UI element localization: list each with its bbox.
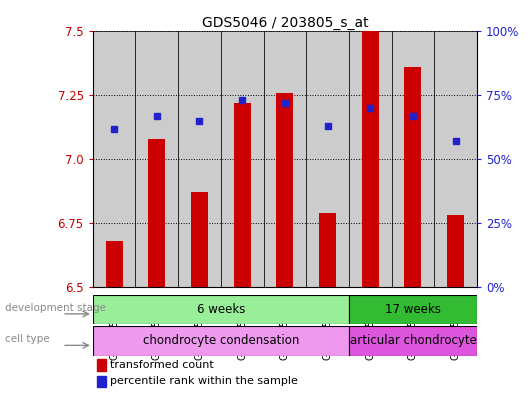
Bar	[93, 326, 349, 356]
Bar	[404, 67, 421, 287]
Bar	[361, 31, 379, 287]
Text: development stage: development stage	[5, 303, 107, 313]
Bar	[234, 103, 251, 287]
Bar	[96, 359, 106, 371]
Bar	[392, 31, 434, 287]
Text: cell type: cell type	[5, 334, 50, 344]
Bar	[178, 31, 221, 287]
Text: transformed count: transformed count	[110, 360, 214, 370]
Bar	[96, 376, 106, 387]
Bar	[93, 295, 349, 324]
Bar	[349, 295, 477, 324]
Title: GDS5046 / 203805_s_at: GDS5046 / 203805_s_at	[201, 17, 368, 30]
Bar	[276, 93, 294, 287]
Bar	[221, 31, 263, 287]
Bar	[263, 31, 306, 287]
Bar	[319, 213, 336, 287]
Bar	[349, 31, 392, 287]
Bar	[93, 31, 136, 287]
Bar	[136, 31, 178, 287]
Text: chondrocyte condensation: chondrocyte condensation	[143, 334, 299, 347]
Bar	[447, 215, 464, 287]
Bar	[349, 326, 477, 356]
Text: percentile rank within the sample: percentile rank within the sample	[110, 376, 298, 386]
Text: 6 weeks: 6 weeks	[197, 303, 245, 316]
Text: 17 weeks: 17 weeks	[385, 303, 441, 316]
Text: articular chondrocyte: articular chondrocyte	[349, 334, 476, 347]
Bar	[306, 31, 349, 287]
Bar	[434, 31, 477, 287]
Bar	[105, 241, 122, 287]
Bar	[191, 192, 208, 287]
Bar	[148, 139, 165, 287]
